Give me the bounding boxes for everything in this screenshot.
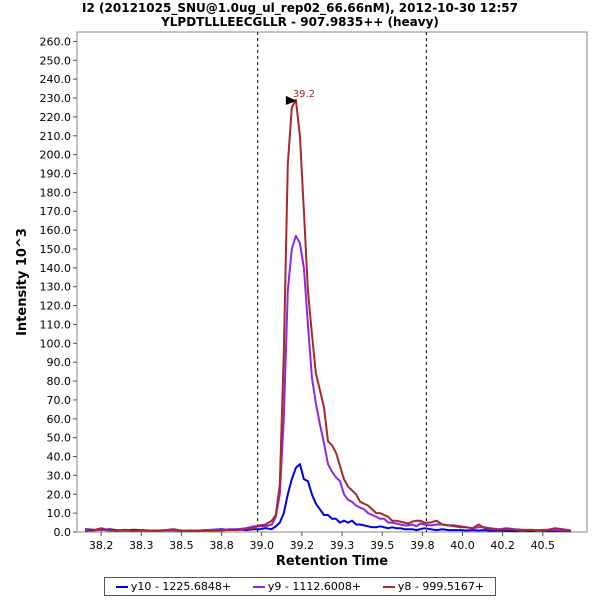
x-tick-label: 39.5 xyxy=(370,539,395,552)
y-tick-label: 70.0 xyxy=(47,394,72,407)
legend-label: y9 - 1112.6008+ xyxy=(267,580,362,593)
y-tick-label: 190.0 xyxy=(40,168,72,181)
x-tick-label: 38.8 xyxy=(209,539,234,552)
y-tick-label: 170.0 xyxy=(40,205,72,218)
y-tick-label: 230.0 xyxy=(40,92,72,105)
y-tick-label: 240.0 xyxy=(40,73,72,86)
series-line-3 xyxy=(84,98,572,533)
y-tick-label: 200.0 xyxy=(40,149,72,162)
legend-item: y8 - 999.5167+ xyxy=(382,580,485,593)
integration-boundaries xyxy=(257,32,427,532)
peak-marker-arrow xyxy=(285,95,297,105)
y-tick-label: 50.0 xyxy=(47,432,72,445)
peak-label: 39.2 xyxy=(293,89,315,100)
x-tick-label: 39.3 xyxy=(330,539,355,552)
x-tick-label: 39.8 xyxy=(410,539,435,552)
plot-area xyxy=(76,31,588,533)
y-tick-label: 210.0 xyxy=(40,130,72,143)
y-tick-label: 120.0 xyxy=(40,300,72,313)
y-tick-label: 260.0 xyxy=(40,35,72,48)
chart-title-line1: I2 (20121025_SNU@1.0ug_ul_rep02_66.66nM)… xyxy=(82,1,518,15)
y-tick-label: 140.0 xyxy=(40,262,72,275)
legend-item: y9 - 1112.6008+ xyxy=(252,580,362,593)
y-tick-label: 20.0 xyxy=(47,488,72,501)
x-tick-label: 39.2 xyxy=(290,539,315,552)
x-tick-label: 38.5 xyxy=(169,539,194,552)
x-axis-ticks: 38.2 38.3 38.5 38.8 39.0 39.2 39.3 39.5 39.8 40.0… xyxy=(89,532,555,552)
y-tick-label: 250.0 xyxy=(40,54,72,67)
y-tick-label: 30.0 xyxy=(47,469,72,482)
y-tick-label: 10.0 xyxy=(47,507,72,520)
x-tick-label: 38.3 xyxy=(129,539,154,552)
y-tick-label: 0.0 xyxy=(54,526,72,539)
chart-title-line2: YLPDTLLLEECGLLR - 907.9835++ (heavy) xyxy=(161,15,439,29)
y-tick-label: 90.0 xyxy=(47,356,72,369)
chart-legend: y10 - 1225.6848+ y9 - 1112.6008+ y8 - 999.… xyxy=(104,577,496,596)
x-tick-label: 38.2 xyxy=(89,539,114,552)
y-tick-label: 220.0 xyxy=(40,111,72,124)
legend-swatch xyxy=(252,585,265,588)
peak-annotation: 39.2 xyxy=(285,89,315,105)
y-tick-label: 60.0 xyxy=(47,413,72,426)
y-tick-label: 180.0 xyxy=(40,186,72,199)
legend-label: y10 - 1225.6848+ xyxy=(130,580,232,593)
legend-swatch xyxy=(382,585,395,588)
series-lines xyxy=(84,98,572,533)
y-tick-label: 100.0 xyxy=(40,337,72,350)
x-tick-label: 39.0 xyxy=(249,539,274,552)
y-tick-label: 130.0 xyxy=(40,281,72,294)
y-tick-label: 40.0 xyxy=(47,451,72,464)
x-axis-label: Retention Time xyxy=(276,554,388,569)
x-tick-label: 40.2 xyxy=(490,539,515,552)
y-tick-label: 150.0 xyxy=(40,243,72,256)
x-tick-label: 40.0 xyxy=(450,539,475,552)
x-tick-label: 40.5 xyxy=(531,539,556,552)
y-axis-label: Intensity 10^3 xyxy=(15,228,30,336)
y-tick-label: 160.0 xyxy=(40,224,72,237)
legend-item: y10 - 1225.6848+ xyxy=(115,580,232,593)
legend-label: y8 - 999.5167+ xyxy=(397,580,485,593)
y-tick-label: 110.0 xyxy=(40,318,72,331)
y-axis-ticks: 0.0 10.0 20.0 30.0 40.0 50.0 60.0 70.0 80.0 90.0 1… xyxy=(40,35,77,539)
y-tick-label: 80.0 xyxy=(47,375,72,388)
legend-swatch xyxy=(115,585,128,588)
